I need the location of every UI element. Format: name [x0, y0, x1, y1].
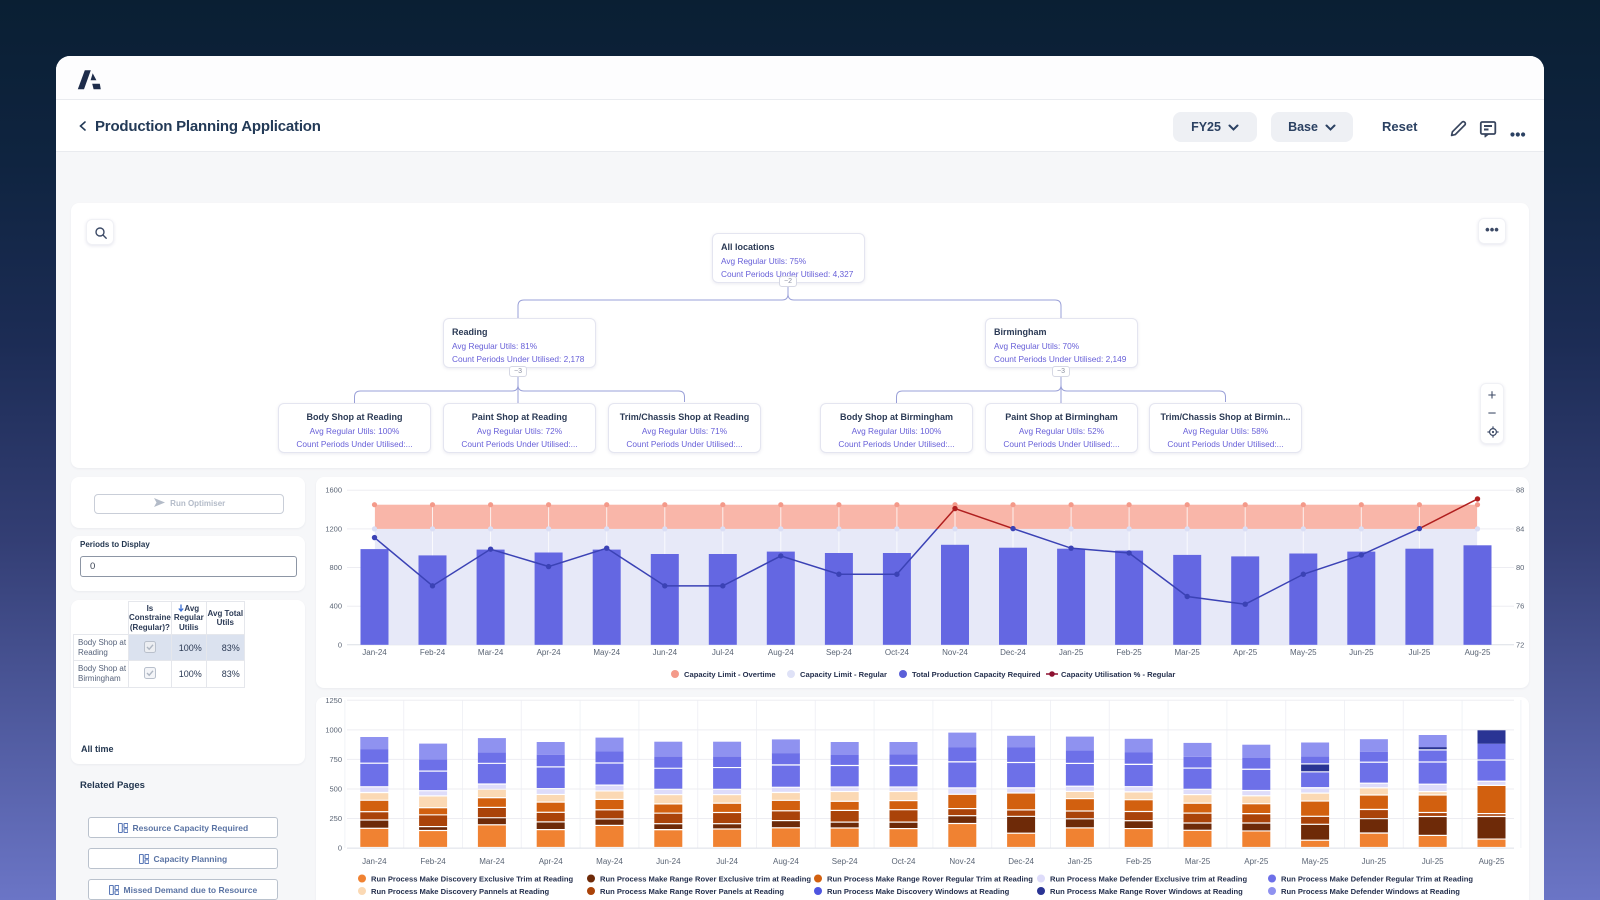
svg-text:Dec-24: Dec-24: [1008, 857, 1034, 866]
svg-text:Jun-24: Jun-24: [653, 648, 678, 657]
svg-text:Apr-25: Apr-25: [1233, 648, 1258, 657]
svg-text:Dec-24: Dec-24: [1000, 648, 1026, 657]
svg-text:Apr-25: Apr-25: [1244, 857, 1269, 866]
svg-text:Run Process Make Discovery Exc: Run Process Make Discovery Exclusive Tri…: [371, 875, 574, 884]
svg-text:Jul-25: Jul-25: [1422, 857, 1444, 866]
svg-text:1600: 1600: [325, 486, 342, 495]
svg-text:Mar-24: Mar-24: [479, 857, 505, 866]
svg-text:Mar-24: Mar-24: [478, 648, 504, 657]
svg-text:Run Process Make Range Rover W: Run Process Make Range Rover Windows at …: [1050, 887, 1243, 896]
svg-text:Run Process Make Range Rover P: Run Process Make Range Rover Panels at R…: [600, 887, 784, 896]
svg-text:Mar-25: Mar-25: [1185, 857, 1211, 866]
svg-text:Jan-25: Jan-25: [1068, 857, 1093, 866]
svg-text:May-24: May-24: [593, 648, 620, 657]
svg-text:Jun-25: Jun-25: [1349, 648, 1374, 657]
svg-text:80: 80: [1516, 563, 1524, 572]
svg-text:Run Process Make Range Rover E: Run Process Make Range Rover Exclusive t…: [600, 875, 811, 884]
svg-text:Run Process Make Defender Wind: Run Process Make Defender Windows at Rea…: [1281, 887, 1460, 896]
svg-text:May-25: May-25: [1302, 857, 1329, 866]
svg-text:Run Process Make Defender Excl: Run Process Make Defender Exclusive trim…: [1050, 875, 1247, 884]
svg-text:750: 750: [329, 755, 342, 764]
svg-text:88: 88: [1516, 486, 1524, 495]
svg-text:Nov-24: Nov-24: [949, 857, 975, 866]
svg-text:250: 250: [329, 814, 342, 823]
svg-text:Run Process Make Discovery Win: Run Process Make Discovery Windows at Re…: [827, 887, 1010, 896]
svg-text:76: 76: [1516, 602, 1524, 611]
svg-text:Apr-24: Apr-24: [539, 857, 564, 866]
svg-text:Aug-24: Aug-24: [768, 648, 794, 657]
svg-text:500: 500: [329, 785, 342, 794]
svg-text:Run Process Make Discovery Pan: Run Process Make Discovery Pannels at Re…: [371, 887, 549, 896]
svg-text:May-25: May-25: [1290, 648, 1317, 657]
svg-text:Nov-24: Nov-24: [942, 648, 968, 657]
svg-text:84: 84: [1516, 524, 1524, 533]
svg-text:Jul-24: Jul-24: [712, 648, 734, 657]
svg-text:1000: 1000: [325, 725, 342, 734]
svg-text:Capacity Limit - Regular: Capacity Limit - Regular: [800, 670, 887, 679]
svg-text:Capacity Limit - Overtime: Capacity Limit - Overtime: [684, 670, 776, 679]
svg-text:Feb-25: Feb-25: [1126, 857, 1152, 866]
svg-text:Oct-24: Oct-24: [885, 648, 910, 657]
svg-text:Aug-24: Aug-24: [773, 857, 799, 866]
svg-text:Feb-24: Feb-24: [420, 648, 446, 657]
svg-text:1200: 1200: [325, 524, 342, 533]
svg-text:Run Process Make Defender Regu: Run Process Make Defender Regular Trim a…: [1281, 875, 1473, 884]
svg-text:May-24: May-24: [596, 857, 623, 866]
svg-text:Aug-25: Aug-25: [1465, 648, 1491, 657]
svg-text:Apr-24: Apr-24: [537, 648, 562, 657]
svg-text:1250: 1250: [325, 697, 342, 705]
svg-text:Jun-24: Jun-24: [656, 857, 681, 866]
svg-text:Sep-24: Sep-24: [826, 648, 852, 657]
svg-text:400: 400: [329, 602, 342, 611]
svg-text:Aug-25: Aug-25: [1479, 857, 1505, 866]
svg-text:0: 0: [338, 844, 342, 853]
svg-text:72: 72: [1516, 640, 1524, 649]
svg-text:Jun-25: Jun-25: [1362, 857, 1387, 866]
svg-text:Mar-25: Mar-25: [1175, 648, 1201, 657]
svg-text:Feb-24: Feb-24: [420, 857, 446, 866]
svg-text:Feb-25: Feb-25: [1116, 648, 1142, 657]
svg-text:Sep-24: Sep-24: [832, 857, 858, 866]
svg-text:Total Production Capacity Requ: Total Production Capacity Required: [912, 670, 1041, 679]
svg-text:Jul-24: Jul-24: [716, 857, 738, 866]
svg-text:Jan-25: Jan-25: [1059, 648, 1084, 657]
svg-text:Capacity Utilisation % - Regul: Capacity Utilisation % - Regular: [1061, 670, 1175, 679]
svg-text:0: 0: [338, 640, 342, 649]
svg-text:Jan-24: Jan-24: [362, 648, 387, 657]
svg-text:Oct-24: Oct-24: [891, 857, 916, 866]
svg-text:Jul-25: Jul-25: [1409, 648, 1431, 657]
svg-text:Jan-24: Jan-24: [362, 857, 387, 866]
svg-text:800: 800: [329, 563, 342, 572]
svg-text:Run Process Make Range Rover R: Run Process Make Range Rover Regular Tri…: [827, 875, 1033, 884]
